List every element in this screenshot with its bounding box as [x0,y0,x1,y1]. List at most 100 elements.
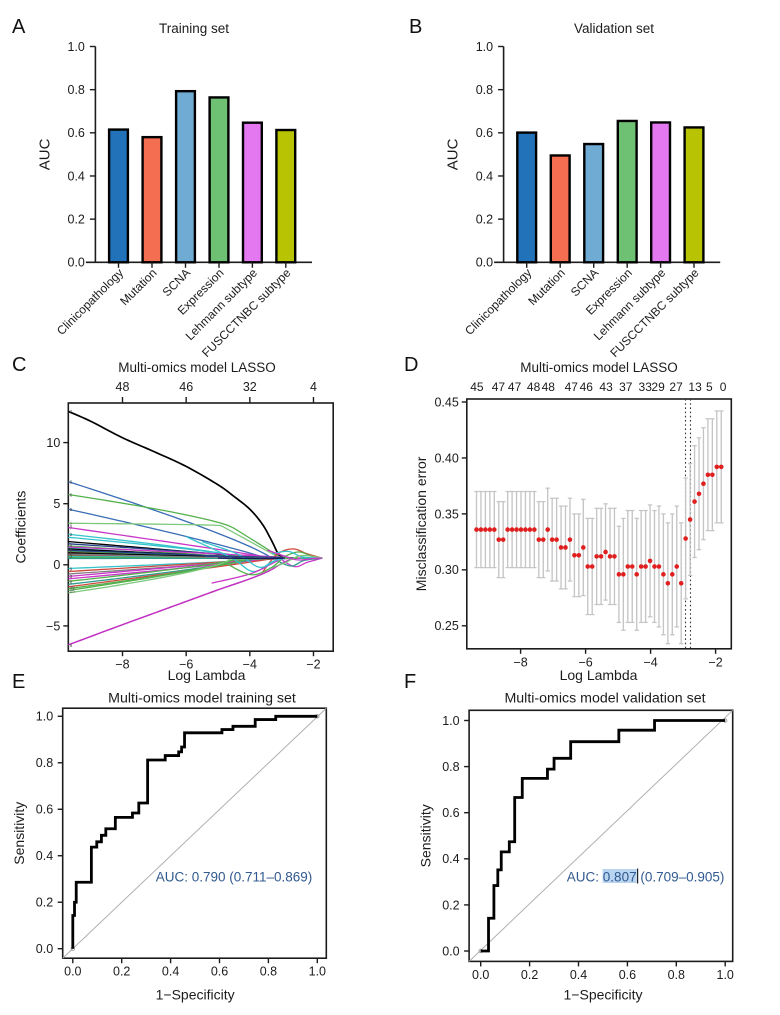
svg-text:C: C [12,354,26,376]
svg-text:AUC: 0.807 (0.709–0.905): AUC: 0.807 (0.709–0.905) [567,870,725,885]
svg-text:−5: −5 [46,619,60,633]
svg-text:1.0: 1.0 [442,714,459,728]
svg-text:46: 46 [580,380,594,394]
svg-text:0.0: 0.0 [64,965,81,979]
svg-text:1.0: 1.0 [68,40,85,54]
svg-text:7: 7 [70,526,73,531]
svg-text:7: 7 [70,409,73,414]
svg-text:33: 33 [639,380,653,394]
svg-text:E: E [12,671,25,693]
svg-text:0.8: 0.8 [668,968,685,982]
svg-text:Multi-omics model training set: Multi-omics model training set [108,691,296,707]
svg-text:45: 45 [470,380,484,394]
svg-text:2: 2 [70,521,73,526]
svg-text:48: 48 [542,380,556,394]
svg-text:0.4: 0.4 [36,849,53,863]
svg-text:8: 8 [70,579,73,584]
svg-text:AUC: AUC [445,138,462,170]
svg-text:0: 0 [720,380,727,394]
svg-text:9: 9 [70,567,73,572]
svg-text:1.0: 1.0 [309,965,326,979]
svg-text:Training set: Training set [159,21,229,36]
svg-text:Multi-omics model LASSO: Multi-omics model LASSO [520,360,678,375]
svg-text:29: 29 [651,380,665,394]
svg-text:0.30: 0.30 [434,563,458,577]
svg-text:47: 47 [565,380,579,394]
svg-text:0.35: 0.35 [434,507,458,521]
svg-text:0.6: 0.6 [442,806,459,820]
svg-text:−8: −8 [513,655,527,669]
svg-text:4: 4 [310,380,317,394]
svg-text:0.8: 0.8 [36,756,53,770]
svg-text:47: 47 [492,380,506,394]
svg-text:0.2: 0.2 [521,968,538,982]
svg-text:−2: −2 [306,658,320,672]
svg-text:5: 5 [70,551,73,556]
svg-text:25: 25 [70,589,76,594]
svg-text:−6: −6 [578,655,592,669]
svg-text:6: 6 [70,493,73,498]
svg-text:AUC: 0.790 (0.711–0.869): AUC: 0.790 (0.711–0.869) [156,870,313,885]
svg-text:0.4: 0.4 [476,169,493,183]
svg-text:32: 32 [243,380,257,394]
svg-text:10: 10 [46,436,60,450]
svg-text:1.0: 1.0 [717,968,734,982]
svg-text:8: 8 [70,547,73,552]
svg-text:Multi-omics model LASSO: Multi-omics model LASSO [118,360,276,375]
svg-text:0.6: 0.6 [619,968,636,982]
svg-text:48: 48 [116,380,130,394]
svg-text:0.8: 0.8 [442,760,459,774]
svg-text:0.0: 0.0 [68,256,85,270]
svg-text:0.40: 0.40 [434,451,458,465]
svg-text:0.0: 0.0 [472,968,489,982]
svg-text:5: 5 [706,380,713,394]
svg-text:Validation set: Validation set [574,21,654,36]
svg-text:9: 9 [70,643,73,648]
svg-text:3: 3 [70,574,73,579]
svg-text:0.2: 0.2 [476,213,493,227]
svg-text:F: F [404,671,416,693]
svg-text:0.45: 0.45 [434,395,458,409]
svg-text:AUC: AUC [36,138,53,170]
svg-text:D: D [404,354,418,376]
svg-text:0.4: 0.4 [442,852,459,866]
svg-text:0.0: 0.0 [36,942,53,956]
svg-text:0.6: 0.6 [36,803,53,817]
svg-text:Log Lambda: Log Lambda [560,667,638,683]
svg-text:27: 27 [669,380,683,394]
svg-text:B: B [409,16,422,38]
svg-text:0.2: 0.2 [113,965,130,979]
svg-text:1.0: 1.0 [36,710,53,724]
svg-text:46: 46 [70,585,76,590]
svg-text:0.6: 0.6 [476,126,493,140]
svg-text:0.6: 0.6 [68,126,85,140]
svg-text:4: 4 [70,543,73,548]
svg-text:Misclassification error: Misclassification error [413,456,429,591]
svg-text:1−Specificity: 1−Specificity [156,987,235,1003]
svg-text:0.4: 0.4 [68,169,85,183]
svg-text:9: 9 [70,480,73,485]
svg-text:3: 3 [70,554,73,559]
svg-text:2: 2 [70,532,73,537]
svg-text:−6: −6 [179,658,193,672]
svg-text:Sensitivity: Sensitivity [11,802,27,865]
svg-text:9: 9 [70,507,73,512]
svg-text:37: 37 [619,380,633,394]
svg-text:0.2: 0.2 [442,898,459,912]
svg-text:48: 48 [527,380,541,394]
svg-text:0.8: 0.8 [260,965,277,979]
svg-text:0.0: 0.0 [442,944,459,958]
svg-text:Coefficients: Coefficients [13,491,29,564]
svg-text:−2: −2 [708,655,722,669]
svg-text:A: A [12,16,26,38]
svg-text:0.0: 0.0 [476,256,493,270]
svg-text:0.2: 0.2 [68,213,85,227]
svg-text:Sensitivity: Sensitivity [418,804,434,867]
svg-text:0.4: 0.4 [162,965,179,979]
svg-text:47: 47 [508,380,522,394]
svg-text:1−Specificity: 1−Specificity [564,987,643,1003]
svg-text:13: 13 [688,380,702,394]
svg-text:−4: −4 [643,655,657,669]
svg-text:0: 0 [53,558,60,572]
svg-text:Log Lambda: Log Lambda [168,667,246,683]
